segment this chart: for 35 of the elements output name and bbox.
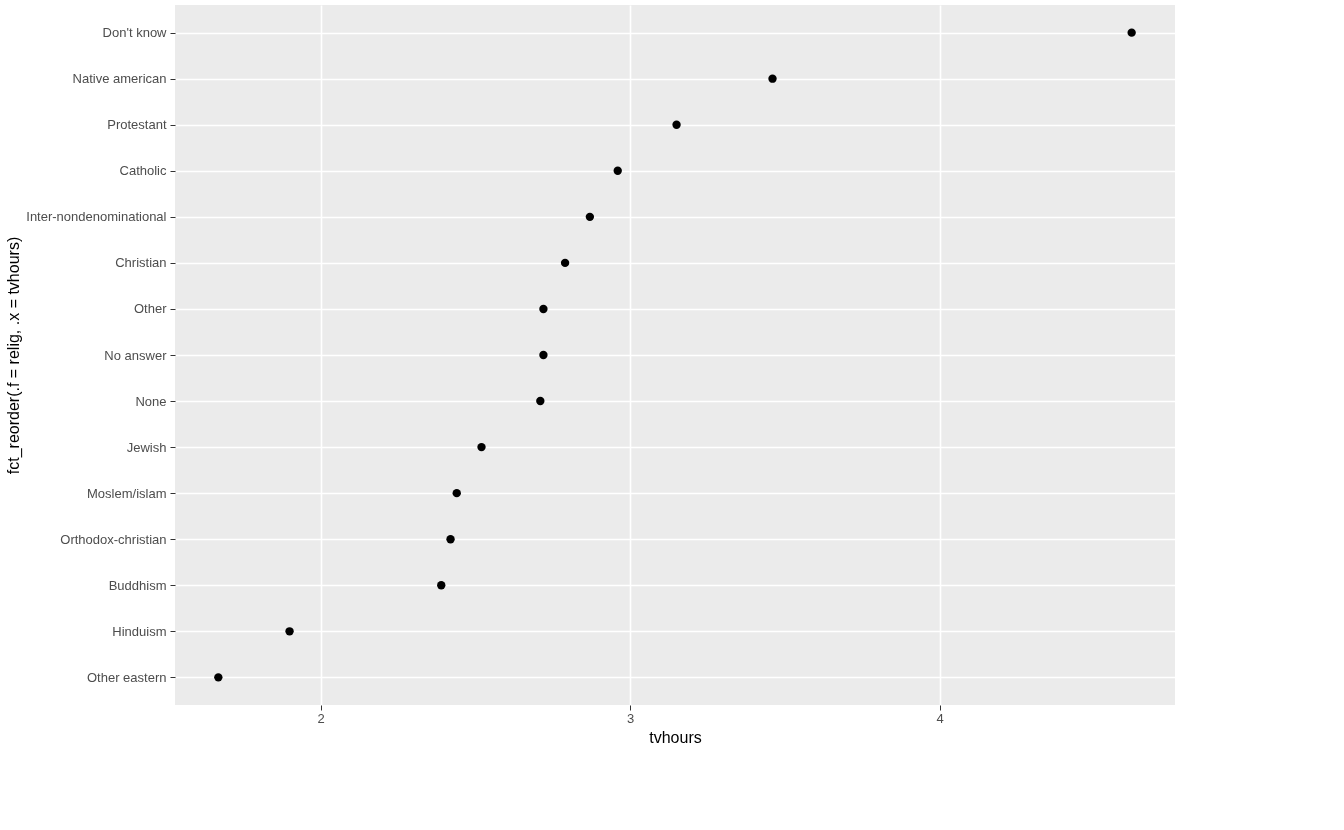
y-tick-label: Christian [115,255,167,271]
point [539,304,548,314]
y-tick-label: Catholic [119,163,167,179]
point [585,212,595,222]
y-tick-label: Hinduism [112,623,167,639]
y-axis-title: fct_reorder(.f = relig, .x = tvhours) [5,236,24,475]
y-tick-label: No answer [104,347,168,363]
y-tick-label: None [135,393,167,409]
y-tick-label: Orthodox-christian [60,531,167,547]
point [560,258,570,268]
point [285,627,294,636]
y-tick-label: Inter-nondenominational [26,209,167,225]
y-tick-label: Jewish [126,439,167,455]
y-tick-label: Don't know [102,25,168,41]
point [452,488,461,498]
y-tick-label: Buddhism [108,577,167,593]
x-axis-title: tvhours [649,728,702,746]
point [539,350,548,360]
point [613,166,622,175]
point [536,396,545,406]
point [214,673,223,682]
y-tick-label: Native american [72,71,167,87]
y-tick-label: Moslem/islam [87,485,167,501]
point [672,120,681,129]
point [446,535,455,544]
x-tick-label: 4 [936,710,944,726]
point [477,442,486,452]
point [437,581,446,590]
y-tick-label: Other eastern [87,669,167,685]
point [768,74,777,83]
y-tick-label: Protestant [107,117,167,133]
x-tick-label: 3 [626,710,635,726]
y-tick-label: Other [133,301,168,317]
x-tick-label: 2 [317,710,325,726]
point [1127,28,1136,37]
